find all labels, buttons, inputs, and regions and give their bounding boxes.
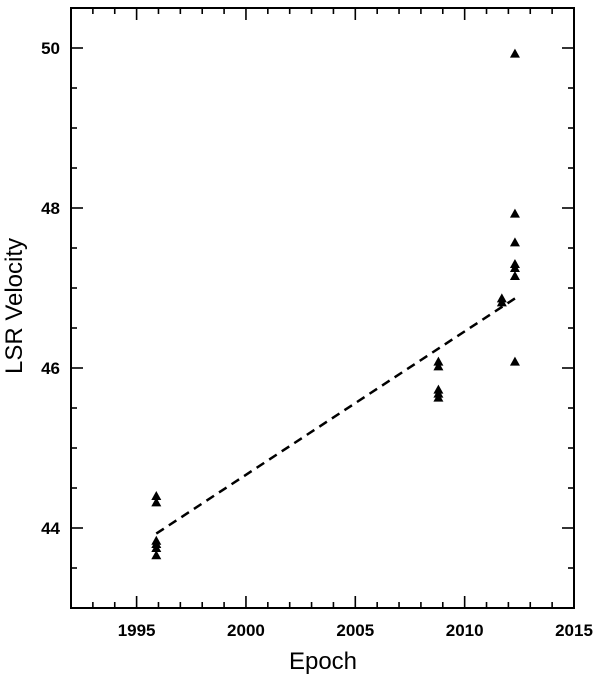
data-point [151,543,162,552]
data-point [496,297,507,307]
data-point [151,497,162,507]
x-tick-label: 2015 [555,621,593,640]
data-point [433,361,444,371]
x-tick-labels: 1995 2000 2005 2010 2015 [118,621,593,640]
fit-line [155,297,516,535]
data-point [509,237,520,247]
plot-frame [70,7,575,609]
x-tick-label: 2000 [227,621,265,640]
y-tick-label: 48 [41,199,60,218]
x-tick-label: 2010 [446,621,484,640]
data-points [151,48,520,560]
fit-line-layer [155,297,516,535]
axis-ticks [70,7,575,609]
data-point [509,263,520,272]
x-tick-label: 2005 [336,621,374,640]
data-point [509,48,520,58]
data-point [509,356,520,366]
x-axis-label: Epoch [289,648,357,675]
data-point [433,392,444,402]
y-tick-label: 46 [41,359,60,378]
y-axis-label: LSR Velocity [1,238,28,374]
data-point [151,550,162,560]
data-point [509,208,520,218]
data-point [509,271,520,280]
data-point [433,356,444,366]
plot-border [70,7,575,609]
data-point [151,491,162,500]
y-tick-labels: 44 46 48 50 [41,39,60,538]
y-tick-label: 44 [41,519,60,538]
x-tick-label: 1995 [118,621,156,640]
y-tick-label: 50 [41,39,60,58]
